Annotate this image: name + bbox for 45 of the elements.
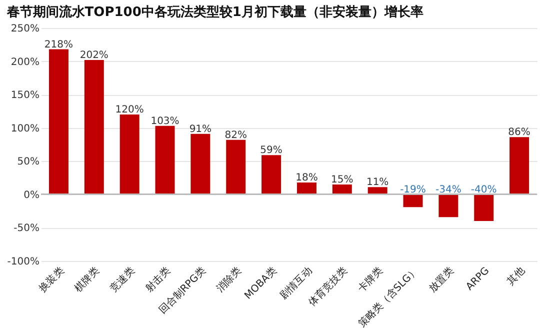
data-label: 218% — [44, 39, 74, 50]
data-label: -34% — [436, 184, 462, 196]
y-tick-label: -50% — [14, 223, 40, 234]
chart-title: 春节期间流水TOP100中各玩法类型较1月初下载量（非安装量）增长率 — [6, 4, 424, 20]
data-label: 202% — [80, 50, 108, 61]
y-tick-label: 200% — [10, 56, 40, 68]
x-tick-label: 放置类 — [426, 264, 456, 294]
bar — [48, 49, 68, 194]
bar — [368, 187, 388, 194]
data-label: 86% — [508, 127, 530, 138]
bar — [403, 194, 423, 208]
bar — [474, 194, 494, 222]
y-tick-label: 250% — [10, 24, 40, 34]
x-tick-label: 换装类 — [36, 264, 66, 294]
data-label: -40% — [470, 184, 497, 196]
bar — [120, 114, 140, 194]
bar — [438, 194, 458, 218]
bar — [296, 182, 316, 194]
x-tick-label: 其他 — [504, 264, 528, 288]
data-label: -19% — [400, 184, 426, 196]
x-tick-label: 消除类 — [214, 264, 244, 294]
data-label: 15% — [331, 174, 354, 186]
data-label: 91% — [189, 124, 212, 135]
bar — [510, 137, 530, 194]
y-tick-label: 100% — [10, 123, 40, 134]
bar — [226, 140, 246, 194]
data-label: 103% — [150, 116, 180, 127]
data-label: 18% — [296, 172, 318, 184]
y-tick-label: 150% — [10, 90, 40, 102]
data-label: 120% — [115, 104, 144, 116]
y-tick-label: 50% — [17, 156, 40, 168]
x-tick-label: 棋牌类 — [72, 264, 102, 294]
bar — [155, 126, 175, 194]
x-tick-label: 竞速类 — [108, 264, 138, 294]
data-label: 82% — [224, 130, 247, 141]
bar — [262, 155, 282, 194]
x-tick-label: 卡牌类 — [356, 264, 386, 294]
bar — [332, 184, 352, 194]
data-label: 59% — [260, 145, 282, 156]
y-tick-label: 0% — [24, 190, 40, 201]
bar — [190, 134, 210, 194]
y-tick-label: -100% — [7, 256, 40, 268]
x-tick-label: 射击类 — [143, 264, 173, 294]
data-label: 11% — [366, 177, 389, 188]
bar — [84, 60, 104, 194]
